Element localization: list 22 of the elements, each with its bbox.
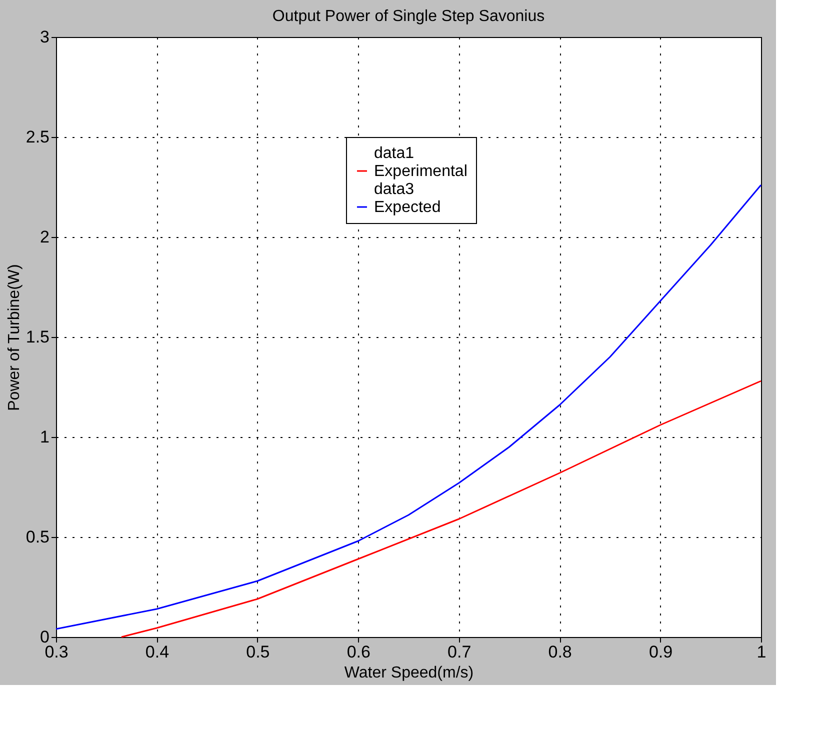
y-tick-label: 0.5 bbox=[26, 528, 50, 546]
x-tick-label: 0.6 bbox=[346, 642, 370, 662]
text: data1 bbox=[374, 145, 414, 162]
x-tick-label: 1 bbox=[756, 642, 766, 662]
text: data3 bbox=[374, 181, 414, 198]
y-tick-label: 2 bbox=[40, 228, 50, 246]
chart-title: Output Power of Single Step Savonius bbox=[272, 8, 545, 25]
x-tick-label: 0.5 bbox=[246, 642, 270, 662]
x-tick-label: 0.4 bbox=[145, 642, 170, 662]
y-tick-label: 2.5 bbox=[26, 128, 50, 146]
x-tick-label: 0.9 bbox=[648, 642, 673, 662]
y-axis-title: Power of Turbine(W) bbox=[6, 264, 23, 411]
x-tick-label: 0.7 bbox=[448, 642, 472, 662]
legend-label: Expected bbox=[374, 199, 441, 216]
y-tick-label: 1.5 bbox=[26, 328, 50, 346]
y-tick-label: 3 bbox=[40, 28, 50, 46]
x-tick-label: 0.8 bbox=[548, 642, 572, 662]
line-series bbox=[120, 380, 762, 638]
y-tick-label: 1 bbox=[40, 428, 50, 446]
x-axis-title: Water Speed(m/s) bbox=[344, 664, 474, 682]
legend-label: Experimental bbox=[374, 163, 468, 180]
line-series bbox=[55, 184, 762, 630]
